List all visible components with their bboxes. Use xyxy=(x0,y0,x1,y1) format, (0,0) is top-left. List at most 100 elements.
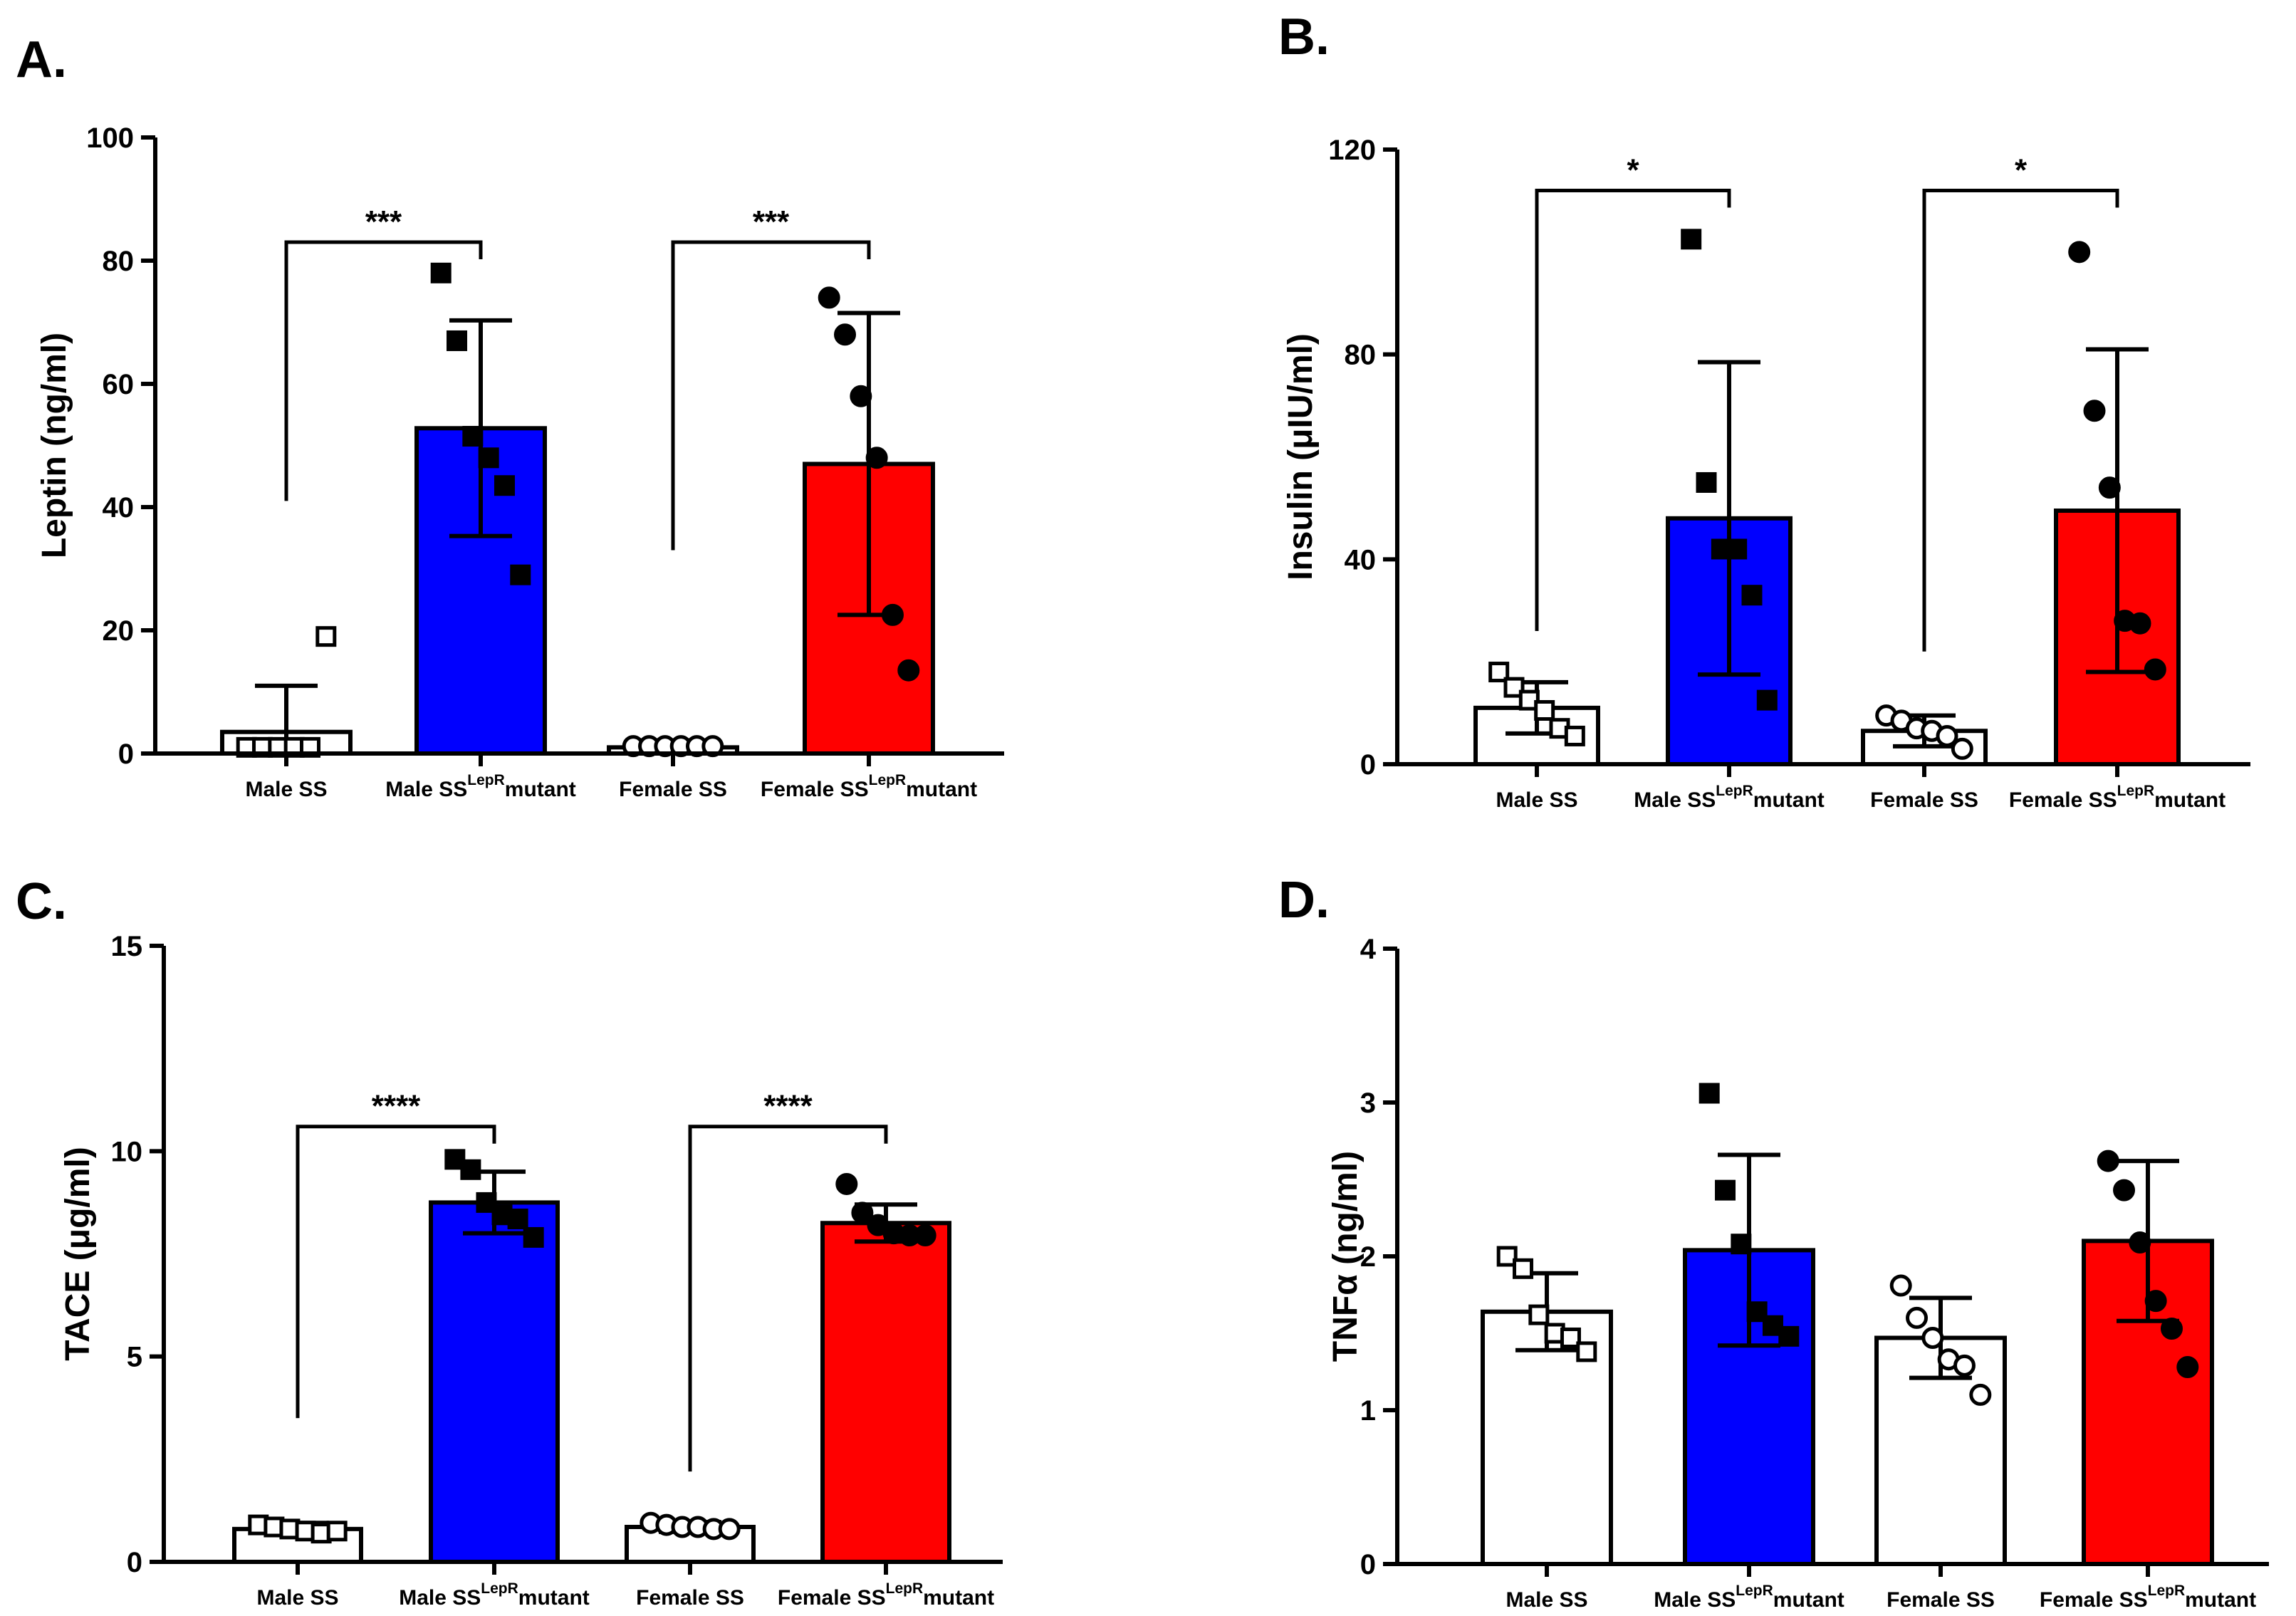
x-tick-label-female-ss-lepr-mutant: Female SSLepRmutant xyxy=(2040,1583,2256,1612)
data-point-female-ss-lepr-mutant xyxy=(2083,400,2106,422)
data-point-female-ss xyxy=(1953,1354,1976,1377)
data-point-female-ss xyxy=(1969,1383,1992,1406)
significance-label: *** xyxy=(365,204,402,239)
significance-bracket xyxy=(1922,189,2119,652)
significance-bracket xyxy=(296,1125,496,1419)
y-tick-label: 10 xyxy=(111,1136,143,1167)
x-tick-label-female-ss-lepr-mutant: Female SSLepRmutant xyxy=(761,772,977,801)
y-axis-title: Insulin (μIU/ml) xyxy=(1282,333,1320,580)
x-tick-label-female-ss-lepr-mutant: Female SSLepRmutant xyxy=(778,1580,994,1610)
bar-female-ss-lepr-mutant xyxy=(820,1221,951,1564)
data-point-male-ss-lepr-mutant xyxy=(507,1208,528,1229)
panel-b: B. * * 0 40 80 120 Male SS Male SSLepRmutant Fema… xyxy=(1278,9,2250,812)
data-point-male-ss-lepr-mutant xyxy=(476,1192,497,1213)
bar-male-ss-lepr-mutant xyxy=(429,1200,560,1564)
data-point-male-ss-lepr-mutant xyxy=(494,475,515,496)
panel-label-d: D. xyxy=(1278,872,1330,929)
x-tick-label-female-ss: Female SS xyxy=(1870,788,1978,812)
panel-a: A. *** *** 0 20 40 60 80 100 Male SS Male SSLepRmu… xyxy=(16,31,1004,801)
data-point-female-ss-lepr-mutant xyxy=(881,603,904,626)
data-point-female-ss-lepr-mutant xyxy=(897,659,920,682)
data-point-male-ss-lepr-mutant xyxy=(1778,1325,1800,1347)
data-point-male-ss xyxy=(1564,725,1585,746)
x-tick-label-male-ss: Male SS xyxy=(1506,1588,1587,1612)
panel-label-a: A. xyxy=(16,31,67,88)
y-tick-label: 0 xyxy=(1360,749,1376,781)
data-point-female-ss xyxy=(1951,737,1973,760)
y-tick-label: 2 xyxy=(1360,1241,1376,1273)
x-tick-label-male-ss: Male SS xyxy=(245,778,327,801)
data-point-female-ss-lepr-mutant xyxy=(2097,1150,2119,1172)
data-point-male-ss xyxy=(1560,1327,1581,1348)
x-tick-label-male-ss-lepr-mutant: Male SSLepRmutant xyxy=(385,772,576,801)
y-tick-label: 0 xyxy=(118,739,134,770)
significance-label: **** xyxy=(763,1089,813,1124)
panel-label-b: B. xyxy=(1278,9,1330,66)
significance-bracket xyxy=(671,240,871,551)
data-point-female-ss-lepr-mutant xyxy=(834,323,857,346)
data-point-male-ss-lepr-mutant xyxy=(523,1226,544,1248)
y-tick-label: 3 xyxy=(1360,1088,1376,1119)
x-tick-label-female-ss: Female SS xyxy=(1887,1588,1995,1612)
data-point-female-ss-lepr-mutant xyxy=(2176,1356,2199,1379)
significance-bracket xyxy=(1535,189,1731,632)
significance-bracket xyxy=(284,240,483,501)
data-point-male-ss xyxy=(1528,1304,1550,1325)
x-tick-label-male-ss-lepr-mutant: Male SSLepRmutant xyxy=(399,1580,590,1610)
y-tick-label: 0 xyxy=(1360,1549,1376,1580)
data-point-female-ss-lepr-mutant xyxy=(865,447,888,469)
significance-label: * xyxy=(2015,153,2028,188)
x-tick-label-male-ss: Male SS xyxy=(1496,788,1577,812)
data-point-male-ss xyxy=(1513,1258,1534,1279)
data-point-male-ss-lepr-mutant xyxy=(478,447,499,469)
data-point-female-ss xyxy=(1906,1306,1929,1329)
significance-bracket xyxy=(688,1125,888,1472)
data-point-male-ss-lepr-mutant xyxy=(430,262,452,283)
significance-label: * xyxy=(1627,153,1639,188)
data-point-female-ss-lepr-mutant xyxy=(2129,612,2151,635)
y-tick-label: 80 xyxy=(103,246,135,277)
data-point-female-ss xyxy=(1936,724,1958,747)
x-tick-label-female-ss: Female SS xyxy=(619,778,727,801)
data-point-female-ss-lepr-mutant xyxy=(914,1224,936,1247)
data-point-male-ss-lepr-mutant xyxy=(1696,471,1717,493)
significance-label: *** xyxy=(753,204,790,239)
data-point-female-ss-lepr-mutant xyxy=(2068,241,2091,264)
data-point-female-ss-lepr-mutant xyxy=(2098,476,2121,499)
data-point-male-ss-lepr-mutant xyxy=(1741,585,1763,606)
y-tick-label: 100 xyxy=(86,122,134,154)
data-point-male-ss-lepr-mutant xyxy=(1726,538,1748,560)
x-tick-label-male-ss: Male SS xyxy=(256,1586,338,1610)
data-point-male-ss-lepr-mutant xyxy=(1681,229,1702,250)
data-point-female-ss-lepr-mutant xyxy=(2144,1290,2167,1313)
data-point-male-ss-lepr-mutant xyxy=(1715,1179,1736,1201)
data-point-female-ss-lepr-mutant xyxy=(2144,658,2166,681)
y-tick-label: 20 xyxy=(103,615,135,647)
y-axis-title: Leptin (ng/ml) xyxy=(36,333,73,558)
x-tick-label-male-ss-lepr-mutant: Male SSLepRmutant xyxy=(1634,783,1825,812)
data-point-female-ss xyxy=(718,1518,741,1541)
x-tick-label-female-ss: Female SS xyxy=(636,1586,744,1610)
data-point-male-ss-lepr-mutant xyxy=(510,564,531,585)
y-tick-label: 120 xyxy=(1328,135,1376,166)
data-point-female-ss-lepr-mutant xyxy=(851,1201,874,1224)
data-point-male-ss xyxy=(1534,699,1555,721)
data-point-male-ss-lepr-mutant xyxy=(1698,1083,1720,1104)
y-tick-label: 60 xyxy=(103,369,135,400)
data-point-male-ss-lepr-mutant xyxy=(460,1159,481,1180)
data-point-female-ss-lepr-mutant xyxy=(835,1172,858,1195)
data-point-male-ss-lepr-mutant xyxy=(447,330,468,351)
data-point-male-ss xyxy=(326,1521,348,1542)
data-point-male-ss-lepr-mutant xyxy=(1762,1315,1783,1336)
data-point-female-ss-lepr-mutant xyxy=(850,385,872,407)
y-tick-label: 15 xyxy=(111,931,143,962)
panel-d: D. 0 1 2 3 4 Male SS Male SSLepRmutant Female SS… xyxy=(1278,872,2269,1612)
y-tick-label: 1 xyxy=(1360,1395,1376,1427)
data-point-female-ss-lepr-mutant xyxy=(2129,1231,2151,1254)
y-tick-label: 40 xyxy=(103,492,135,523)
y-tick-label: 80 xyxy=(1345,340,1377,371)
x-tick-label-female-ss-lepr-mutant: Female SSLepRmutant xyxy=(2009,783,2225,812)
data-point-male-ss-lepr-mutant xyxy=(1731,1234,1752,1255)
data-point-female-ss xyxy=(1889,1274,1912,1297)
